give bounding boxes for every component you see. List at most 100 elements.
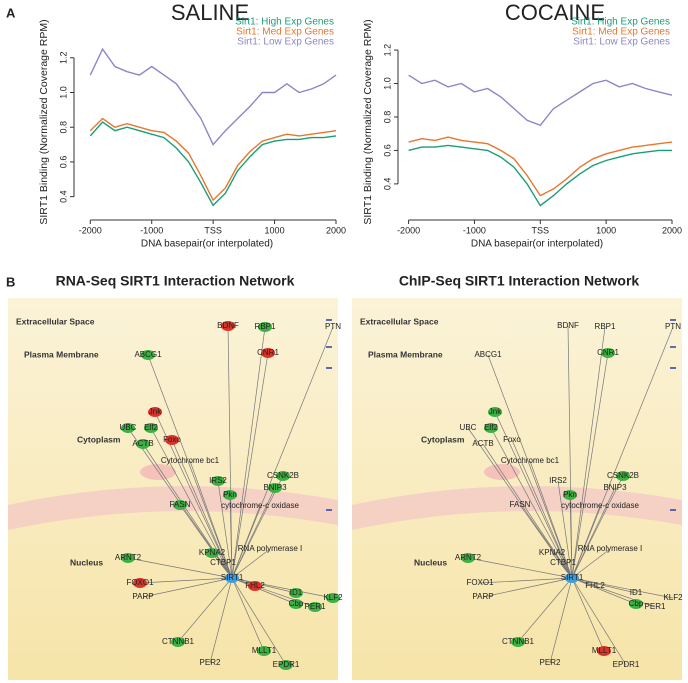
node-shape: [488, 407, 502, 417]
legend-entry: Sirt1: Low Exp Genes: [237, 37, 334, 48]
organelle: [140, 464, 176, 480]
node-label: Elf2: [484, 423, 498, 432]
node-shape: [223, 490, 237, 500]
edge: [231, 487, 276, 579]
edge: [529, 460, 573, 579]
node-label: KPNA2: [539, 548, 566, 557]
node-label: PER2: [200, 658, 221, 667]
node-shape: [144, 423, 158, 433]
edge: [127, 557, 233, 579]
chart-title: COCAINE: [505, 0, 605, 25]
node-label: Elf2: [144, 423, 158, 432]
edge: [571, 487, 616, 579]
edge: [571, 326, 606, 579]
y-tick-label: 0.8: [58, 121, 68, 134]
node-label: CNR1: [257, 348, 279, 357]
edge: [147, 354, 233, 579]
edge: [231, 577, 334, 599]
node-label: ABCG1: [134, 350, 162, 359]
edge: [171, 439, 233, 579]
node-label: ABCG1: [474, 350, 502, 359]
node-label: Cbp: [629, 599, 644, 608]
compartment-label: Extracellular Space: [16, 316, 95, 326]
node-shape: [261, 348, 275, 358]
node-label: Foxo: [163, 435, 181, 444]
node-label: MLLT1: [252, 646, 277, 655]
node-shape: [148, 407, 162, 417]
node-label: CSNK2B: [607, 471, 639, 480]
node-label: ID1: [290, 588, 303, 597]
x-tick-label: -2000: [397, 225, 420, 235]
edge: [571, 577, 605, 652]
data-line: [408, 136, 673, 197]
node-label: CSNK2B: [267, 471, 299, 480]
edge: [231, 577, 297, 605]
x-tick-label: -1000: [140, 225, 163, 235]
node-label: CTNNB1: [162, 637, 195, 646]
y-tick-label: 1.2: [382, 44, 392, 57]
node-label: ID1: [630, 588, 643, 597]
node-label: SIRT1: [221, 573, 244, 582]
y-axis-label: SIRT1 Binding (Normalized Coverage RPM): [38, 19, 50, 224]
edge: [179, 504, 233, 579]
node-shape: [289, 588, 303, 598]
edge: [569, 494, 573, 579]
edge: [231, 505, 261, 579]
node-label: Foxo: [503, 435, 521, 444]
legend-entry: Sirt1: Med Exp Genes: [572, 27, 670, 38]
node-label: UBC: [120, 423, 137, 432]
data-line: [89, 121, 337, 207]
edge: [177, 577, 233, 643]
membrane: [352, 486, 682, 530]
node-shape: [461, 553, 475, 563]
node-shape: [133, 578, 147, 588]
x-tick-label: -2000: [79, 225, 102, 235]
legend-entry: Sirt1: High Exp Genes: [235, 17, 334, 28]
x-tick-label: 2000: [662, 225, 682, 235]
node-label: ARNT2: [115, 553, 142, 562]
node-label: Cytochrome bc1: [501, 456, 560, 465]
node-label: UBC: [460, 423, 477, 432]
node-shape: [258, 322, 272, 332]
node-label: PTN: [325, 322, 341, 331]
edge: [490, 427, 573, 579]
node-label: FASN: [510, 500, 531, 509]
node-label: SIRT1: [561, 573, 584, 582]
node-label: CTBP1: [550, 558, 576, 567]
edge: [467, 557, 573, 579]
edge: [557, 480, 573, 579]
x-tick-label: 1000: [265, 225, 285, 235]
node-label: RNA polymerase I: [238, 544, 302, 553]
edge: [142, 577, 233, 598]
node-shape: [565, 573, 579, 583]
node-shape: [484, 423, 498, 433]
edge: [517, 577, 573, 643]
panel-label: B: [6, 274, 15, 289]
node-shape: [601, 348, 615, 358]
x-tick-label: TSS: [204, 225, 222, 235]
node-label: IRS2: [209, 476, 227, 485]
node-shape: [165, 435, 179, 445]
y-tick-label: 1.0: [58, 86, 68, 99]
compartment-label: Nucleus: [414, 557, 447, 567]
node-label: Cytochrome bc1: [161, 456, 220, 465]
node-shape: [511, 637, 525, 647]
edge: [231, 577, 265, 652]
node-label: PARP: [472, 592, 493, 601]
node-label: PTN: [665, 322, 681, 331]
node-shape: [326, 593, 340, 603]
network-panel: RNA-Seq SIRT1 Interaction Network Extrace…: [8, 273, 343, 680]
x-axis-label: DNA basepair(or interpolated): [141, 239, 273, 250]
y-tick-label: 0.6: [382, 144, 392, 157]
network-panel: ChIP-Seq SIRT1 Interaction Network Extrac…: [352, 273, 683, 680]
edge: [467, 427, 573, 579]
node-label: BNIP3: [263, 483, 287, 492]
node-label: PER2: [540, 658, 561, 667]
node-label: CNR1: [597, 348, 619, 357]
node-label: FHL2: [245, 581, 265, 590]
node-shape: [248, 581, 262, 591]
node-shape: [597, 646, 611, 656]
compartment-label: Plasma Membrane: [24, 349, 99, 359]
edge: [494, 411, 573, 579]
